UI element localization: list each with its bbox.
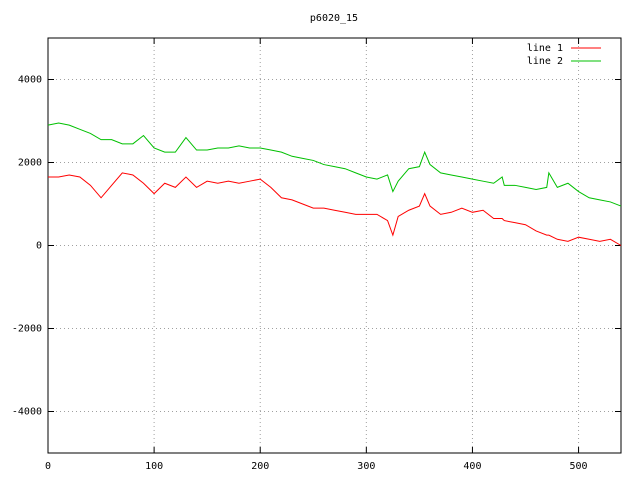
- data-line: [48, 172, 622, 246]
- legend-label: line 2: [527, 56, 563, 67]
- y-tick-label: 4000: [18, 75, 42, 86]
- x-tick-label: 300: [357, 461, 375, 472]
- x-tick-label: 200: [251, 461, 269, 472]
- y-tick-label: -4000: [12, 407, 42, 418]
- plot-border: [47, 37, 622, 454]
- x-tick-label: 500: [570, 461, 588, 472]
- y-tick-label: 2000: [18, 158, 42, 169]
- y-tick-label: -2000: [12, 324, 42, 335]
- x-tick-label: 100: [145, 461, 163, 472]
- data-line: [47, 122, 622, 207]
- chart-title: p6020_15: [310, 13, 358, 24]
- legend-label: line 1: [527, 43, 563, 54]
- y-tick-label: 0: [36, 241, 42, 252]
- x-tick-label: 0: [45, 461, 51, 472]
- x-tick-label: 400: [463, 461, 481, 472]
